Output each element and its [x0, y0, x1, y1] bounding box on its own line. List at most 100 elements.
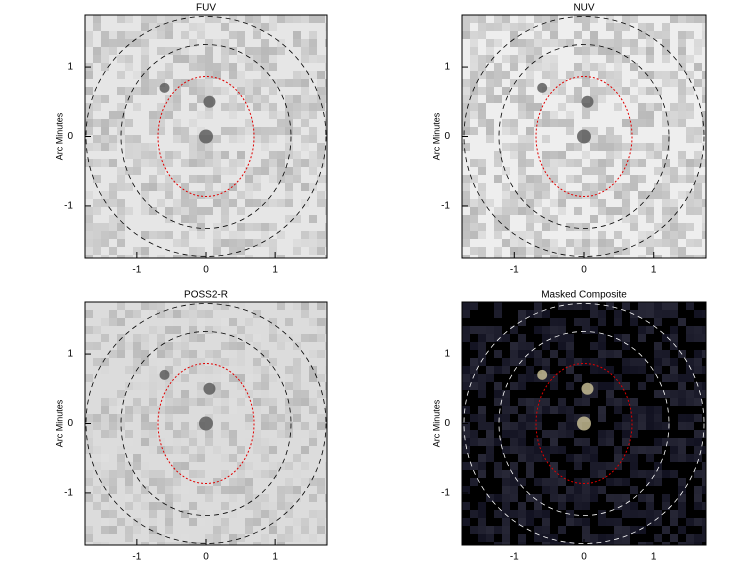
image-pixel — [638, 326, 646, 334]
image-pixel — [542, 310, 550, 318]
image-pixel — [670, 175, 678, 183]
image-pixel — [229, 135, 237, 143]
image-pixel — [157, 199, 165, 207]
image-pixel — [662, 310, 670, 318]
image-pixel — [542, 526, 550, 534]
image-pixel — [486, 199, 494, 207]
image-pixel — [694, 398, 702, 406]
image-pixel — [510, 23, 518, 31]
image-pixel — [301, 334, 309, 342]
image-pixel — [582, 502, 590, 510]
image-pixel — [686, 223, 694, 231]
image-pixel — [518, 151, 526, 159]
image-pixel — [558, 430, 566, 438]
image-pixel — [590, 199, 598, 207]
image-pixel — [229, 406, 237, 414]
image-pixel — [189, 470, 197, 478]
image-pixel — [630, 510, 638, 518]
image-pixel — [542, 247, 550, 255]
image-pixel — [85, 71, 93, 79]
image-pixel — [518, 502, 526, 510]
image-pixel — [141, 191, 149, 199]
image-pixel — [149, 446, 157, 454]
image-pixel — [317, 231, 325, 239]
image-pixel — [133, 151, 141, 159]
image-pixel — [574, 207, 582, 215]
image-pixel — [558, 526, 566, 534]
image-pixel — [662, 422, 670, 430]
image-pixel — [173, 358, 181, 366]
image-pixel — [133, 406, 141, 414]
image-pixel — [85, 39, 93, 47]
image-pixel — [141, 462, 149, 470]
image-pixel — [117, 462, 125, 470]
image-pixel — [622, 183, 630, 191]
image-pixel — [526, 414, 534, 422]
galaxy-ellipse — [157, 363, 255, 484]
image-pixel — [518, 159, 526, 167]
image-pixel — [149, 534, 157, 542]
x-tick-label: 0 — [581, 552, 587, 563]
image-pixel — [462, 430, 470, 438]
image-pixel — [85, 374, 93, 382]
image-pixel — [157, 406, 165, 414]
image-pixel — [502, 334, 510, 342]
image-pixel — [261, 390, 269, 398]
image-pixel — [622, 39, 630, 47]
image-pixel — [285, 382, 293, 390]
image-pixel — [534, 374, 542, 382]
image-pixel — [574, 239, 582, 247]
image-pixel — [237, 534, 245, 542]
image-pixel — [253, 510, 261, 518]
image-pixel — [189, 119, 197, 127]
image-pixel — [85, 127, 93, 135]
x-tick-label: 1 — [651, 265, 657, 276]
image-pixel — [462, 486, 470, 494]
image-pixel — [470, 71, 478, 79]
image-pixel — [686, 302, 694, 310]
image-pixel — [125, 31, 133, 39]
image-pixel — [694, 366, 702, 374]
image-pixel — [157, 534, 165, 542]
image-pixel — [309, 111, 317, 119]
image-pixel — [101, 231, 109, 239]
image-pixel — [518, 255, 526, 258]
image-pixel — [237, 374, 245, 382]
image-pixel — [678, 318, 686, 326]
image-pixel — [606, 239, 614, 247]
image-pixel — [638, 414, 646, 422]
image-pixel — [221, 374, 229, 382]
image-pixel — [686, 199, 694, 207]
image-pixel — [237, 87, 245, 95]
image-pixel — [221, 398, 229, 406]
y-tick-label: 1 — [444, 62, 450, 73]
image-pixel — [598, 95, 606, 103]
image-pixel — [630, 15, 638, 23]
image-pixel — [694, 430, 702, 438]
image-pixel — [269, 15, 277, 23]
image-pixel — [622, 430, 630, 438]
image-pixel — [702, 534, 706, 542]
image-pixel — [237, 207, 245, 215]
image-pixel — [261, 167, 269, 175]
image-pixel — [141, 23, 149, 31]
image-pixel — [694, 350, 702, 358]
image-pixel — [285, 334, 293, 342]
image-pixel — [702, 255, 706, 258]
image-pixel — [309, 478, 317, 486]
image-pixel — [558, 478, 566, 486]
image-pixel — [534, 438, 542, 446]
image-pixel — [638, 23, 646, 31]
image-pixel — [197, 446, 205, 454]
image-pixel — [510, 462, 518, 470]
image-pixel — [510, 39, 518, 47]
image-pixel — [574, 191, 582, 199]
image-pixel — [662, 79, 670, 87]
image-pixel — [566, 518, 574, 526]
image-pixel — [510, 470, 518, 478]
image-pixel — [117, 470, 125, 478]
image-pixel — [125, 366, 133, 374]
image-pixel — [686, 175, 694, 183]
image-pixel — [606, 47, 614, 55]
image-pixel — [606, 382, 614, 390]
